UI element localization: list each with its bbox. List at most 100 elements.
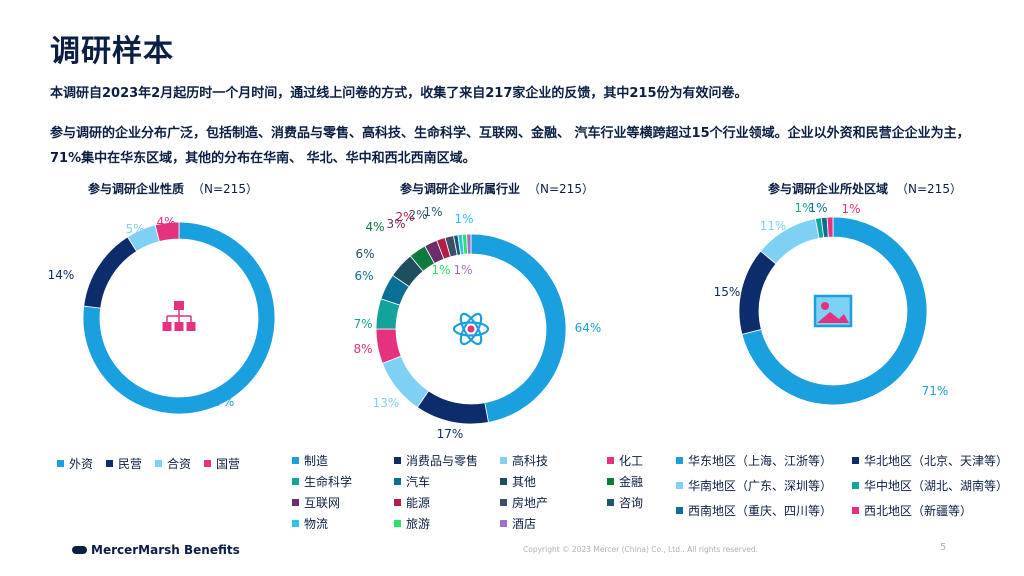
- legend-label: 其他: [512, 475, 537, 489]
- legend-label: 外资: [69, 457, 94, 471]
- legend-item: 民营: [106, 455, 142, 472]
- legend-label: 西南地区（重庆、四川等）: [688, 504, 833, 518]
- legend-label: 酒店: [512, 517, 537, 531]
- legend-label: 旅游: [406, 517, 431, 531]
- legend-label: 制造: [304, 454, 329, 468]
- chart-title-text: 参与调研企业所属行业: [400, 182, 521, 196]
- data-label-外资: 77%: [208, 395, 235, 409]
- chart-title-industry: 参与调研企业所属行业 （N=215）: [400, 180, 594, 197]
- legend-label: 消费品与零售: [406, 454, 479, 468]
- legend-item: 合资: [155, 455, 191, 472]
- data-label-互联网: 3%: [386, 217, 405, 231]
- data-label-合资: 5%: [125, 222, 144, 236]
- legend-item: 房地产: [500, 494, 548, 511]
- legend-label: 华北地区（北京、天津等）: [864, 454, 1009, 468]
- legend-item: 华北地区（北京、天津等）: [852, 452, 1008, 469]
- chart-n-label: （N=215）: [528, 182, 594, 196]
- legend-item: 华中地区（湖北、湖南等）: [852, 477, 1008, 494]
- chart-title-text: 参与调研企业所处区域: [768, 182, 889, 196]
- donut-chart-region: 71%15%11%1%1% 1%: [714, 201, 949, 406]
- legend-label: 物流: [304, 517, 329, 531]
- legend-item: 消费品与零售: [394, 452, 478, 469]
- legend-swatch: [292, 478, 299, 485]
- slice-外资: [82, 221, 276, 415]
- legend-swatch: [607, 499, 614, 506]
- legend-label: 高科技: [512, 454, 549, 468]
- chart-title-text: 参与调研企业性质: [88, 182, 185, 196]
- distribution-paragraph: 参与调研的企业分布广泛，包括制造、消费品与零售、高科技、生命科学、互联网、金融、…: [50, 126, 970, 166]
- legend-swatch: [500, 478, 507, 485]
- data-label-西北地区（新疆等）: 1%: [841, 202, 860, 216]
- legend-swatch: [394, 499, 401, 506]
- data-label-国营: 4%: [156, 215, 175, 229]
- slice-国营: [154, 221, 180, 242]
- legend-swatch: [394, 457, 401, 464]
- legend-item: 化工: [607, 452, 643, 469]
- legend-swatch: [155, 460, 162, 467]
- page-number: 5: [940, 542, 947, 553]
- data-label-消费品与零售: 17%: [437, 427, 464, 441]
- legend-item: 华东地区（上海、江浙等）: [676, 452, 832, 469]
- legend-label: 汽车: [406, 475, 431, 489]
- data-label-酒店: 1%: [453, 263, 472, 277]
- legend-item: 高科技: [500, 452, 548, 469]
- legend-swatch: [852, 482, 859, 489]
- brand-logo: MercerMarsh Benefits: [72, 543, 240, 557]
- data-label-西南地区（重庆、四川等）: 1%: [808, 201, 827, 215]
- legend-label: 互联网: [304, 496, 341, 510]
- legend-swatch: [292, 499, 299, 506]
- legend-label: 金融: [619, 475, 644, 489]
- legend-label: 华东地区（上海、江浙等）: [688, 454, 833, 468]
- legend-swatch: [500, 520, 507, 527]
- legend-item: 国营: [204, 455, 240, 472]
- intro-paragraph: 本调研自2023年2月起历时一个月时间，通过线上问卷的方式，收集了来自217家企…: [50, 86, 748, 101]
- slice-酒店: [466, 233, 472, 255]
- slice-西北地区（新疆等）: [826, 216, 834, 238]
- data-label-华北地区（北京、天津等）: 15%: [714, 285, 741, 299]
- legend-label: 民营: [118, 457, 143, 471]
- data-label-金融: 4%: [365, 220, 384, 234]
- legend-item: 旅游: [394, 515, 430, 532]
- chart-title-region: 参与调研企业所处区域 （N=215）: [768, 180, 962, 197]
- data-label-华东地区（上海、江浙等）: 71%: [922, 384, 949, 398]
- legend-swatch: [500, 457, 507, 464]
- brand-name: MercerMarsh Benefits: [91, 543, 240, 557]
- slice-华东地区（上海、江浙等）: [741, 216, 928, 406]
- legend-label: 国营: [216, 457, 241, 471]
- data-label-生命科学: 7%: [353, 317, 372, 331]
- legend-item: 物流: [292, 515, 328, 532]
- data-label-华南地区（广东、深圳等）: 11%: [760, 219, 787, 233]
- legend-label: 合资: [167, 457, 192, 471]
- legend-region: 华东地区（上海、江浙等） 华北地区（北京、天津等） 华南地区（广东、深圳等） 华中地区…: [676, 452, 1021, 522]
- legend-item: 生命科学: [292, 473, 352, 490]
- slice-民营: [83, 236, 138, 309]
- legend-swatch: [292, 457, 299, 464]
- legend-item: 金融: [607, 473, 643, 490]
- legend-swatch: [676, 482, 683, 489]
- chart-n-label: （N=215）: [192, 182, 258, 196]
- legend-item: 其他: [500, 473, 536, 490]
- legend-label: 咨询: [619, 496, 644, 510]
- legend-swatch: [852, 457, 859, 464]
- legend-item: 能源: [394, 494, 430, 511]
- slice-消费品与零售: [416, 390, 489, 425]
- legend-item: 制造: [292, 452, 328, 469]
- data-label-能源: 2%: [395, 210, 414, 224]
- legend-item: 西北地区（新疆等）: [852, 502, 972, 519]
- brand-mark-icon: [72, 546, 87, 554]
- legend-item: 汽车: [394, 473, 430, 490]
- data-label-华中地区（湖北、湖南等）: 1%: [794, 201, 813, 215]
- legend-item: 华南地区（广东、深圳等）: [676, 477, 832, 494]
- legend-item: 咨询: [607, 494, 643, 511]
- legend-swatch: [676, 457, 683, 464]
- legend-swatch: [500, 499, 507, 506]
- donut-chart-nature: 77% 14% 5% 4%: [48, 215, 276, 415]
- legend-label: 华南地区（广东、深圳等）: [688, 479, 833, 493]
- atom-icon: [452, 312, 490, 346]
- legend-swatch: [394, 478, 401, 485]
- data-label-民营: 14%: [48, 268, 75, 282]
- legend-label: 西北地区（新疆等）: [864, 504, 973, 518]
- legend-industry: 制造 消费品与零售 高科技 化工生命科学 汽车 其他 金融互联网 能源 房地产 咨询物流 旅游 酒店: [292, 452, 672, 532]
- legend-label: 化工: [619, 454, 644, 468]
- legend-swatch: [292, 520, 299, 527]
